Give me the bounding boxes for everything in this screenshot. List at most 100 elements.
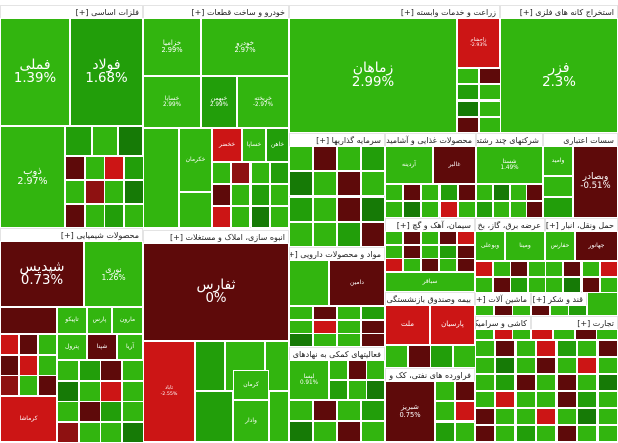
ticker-vadar[interactable]: وادار [233, 400, 269, 442]
ticker-tile[interactable] [385, 245, 403, 259]
ticker-vamid[interactable]: وامید [543, 146, 573, 176]
ticker-tile[interactable] [289, 306, 313, 320]
ticker-tile[interactable] [494, 329, 513, 340]
ticker-tile[interactable] [0, 334, 19, 355]
ticker-tile[interactable] [600, 277, 618, 293]
ticker-tile[interactable] [92, 126, 118, 156]
ticker-tile[interactable] [455, 401, 475, 421]
sector-title[interactable]: بیمه وصندوق بازنشستگی [+] [386, 293, 474, 306]
ticker-tile[interactable] [100, 401, 122, 422]
ticker-shpna[interactable]: شپنا [87, 334, 117, 360]
ticker-tile[interactable] [179, 192, 212, 228]
ticker-tile[interactable] [85, 204, 105, 228]
ticker-tile[interactable] [598, 374, 618, 391]
ticker-tile[interactable] [553, 329, 575, 340]
ticker-tile[interactable] [313, 197, 337, 222]
ticker-tile[interactable] [563, 277, 581, 293]
ticker-tile[interactable] [455, 381, 475, 401]
ticker-tile[interactable] [361, 421, 385, 442]
ticker-tile[interactable] [494, 305, 513, 316]
ticker-tile[interactable] [440, 201, 458, 218]
ticker-khehan[interactable]: خاهن [266, 128, 289, 162]
ticker-parsian[interactable]: پارسیان [430, 305, 475, 345]
ticker-tile[interactable] [100, 422, 122, 443]
ticker-tsarv[interactable]: ثفارس 0% [143, 243, 289, 341]
ticker-tile[interactable] [435, 381, 455, 401]
ticker-tile[interactable] [545, 277, 563, 293]
ticker-maroon[interactable]: مارون [112, 307, 143, 334]
ticker-vmina[interactable]: ومینا [505, 231, 545, 261]
ticker-tile[interactable] [510, 201, 527, 218]
ticker-tile[interactable] [495, 391, 515, 408]
ticker-tile[interactable] [475, 391, 495, 408]
ticker-tile[interactable] [516, 391, 536, 408]
ticker-tile[interactable] [557, 374, 577, 391]
ticker-tile[interactable] [475, 261, 493, 277]
ticker-tile[interactable] [512, 329, 531, 340]
ticker-tile[interactable] [457, 84, 479, 100]
ticker-damin[interactable]: دامین [329, 260, 385, 306]
ticker-tile[interactable] [361, 306, 385, 320]
sector-title[interactable]: انبوه سازی، املاک و مستغلات [+] [144, 231, 288, 244]
ticker-tile[interactable] [313, 306, 337, 320]
ticker-tile[interactable] [512, 305, 531, 316]
sector-title[interactable]: استخراج کانه های فلزی [+] [501, 6, 617, 19]
ticker-tile[interactable] [440, 184, 458, 201]
ticker-tile[interactable] [0, 375, 19, 396]
ticker-aradine[interactable]: آردینه [385, 146, 433, 184]
ticker-tile[interactable] [19, 334, 38, 355]
ticker-tile[interactable] [265, 341, 289, 391]
ticker-khodro[interactable]: خودرو 2.97% [201, 18, 289, 76]
ticker-tile[interactable] [251, 184, 270, 206]
ticker-tile[interactable] [536, 391, 556, 408]
ticker-tile[interactable] [313, 320, 337, 334]
ticker-tile[interactable] [385, 345, 408, 368]
sector-title[interactable]: سسات اعتباری [544, 134, 617, 147]
sector-title[interactable]: کاشی و سرامیک [+] [476, 317, 530, 330]
ticker-tile[interactable] [313, 400, 337, 421]
sector-title[interactable]: محصولات شیمیایی [+] [1, 229, 142, 242]
ticker-tile[interactable] [38, 334, 57, 355]
ticker-tile[interactable] [231, 206, 250, 228]
ticker-tile[interactable] [495, 408, 515, 425]
ticker-tile[interactable] [475, 357, 495, 374]
ticker-tile[interactable] [337, 306, 361, 320]
ticker-tile[interactable] [329, 380, 348, 400]
sector-title[interactable]: فعالیتهای کمکی به نهادهای [+] [290, 348, 384, 361]
ticker-tile[interactable] [476, 201, 493, 218]
ticker-tile[interactable] [577, 374, 597, 391]
ticker-tile[interactable] [104, 204, 124, 228]
ticker-tile[interactable] [598, 357, 618, 374]
ticker-tile[interactable] [337, 400, 361, 421]
ticker-tile[interactable] [421, 184, 439, 201]
ticker-tile[interactable] [313, 146, 337, 171]
sector-title[interactable]: سرمایه گذاریها [+] [290, 134, 384, 147]
ticker-tile[interactable] [403, 258, 421, 272]
ticker-tile[interactable] [19, 375, 38, 396]
ticker-tile[interactable] [582, 277, 600, 293]
ticker-tile[interactable] [545, 261, 563, 277]
ticker-tile[interactable] [385, 231, 403, 245]
ticker-tile[interactable] [289, 197, 313, 222]
ticker-tile[interactable] [479, 68, 501, 84]
ticker-khbahman[interactable]: خبهمن 2.99% [201, 76, 237, 128]
ticker-tile[interactable] [348, 380, 367, 400]
ticker-tile[interactable] [596, 329, 618, 340]
ticker-tile[interactable] [587, 292, 618, 316]
ticker-tile[interactable] [421, 231, 439, 245]
ticker-tile[interactable] [366, 360, 385, 380]
ticker-tile[interactable] [479, 101, 501, 117]
ticker-zamahan[interactable]: زماهان 2.99% [289, 18, 457, 133]
ticker-tile[interactable] [270, 184, 289, 206]
ticker-tile[interactable] [313, 171, 337, 196]
ticker-tile[interactable] [516, 374, 536, 391]
ticker-sabagh[interactable]: سباقر [385, 272, 475, 292]
ticker-tile[interactable] [366, 380, 385, 400]
ticker-tile[interactable] [536, 357, 556, 374]
ticker-lebs[interactable]: لبسا 0.91% [289, 360, 329, 400]
ticker-tile[interactable] [100, 360, 122, 381]
ticker-tile[interactable] [57, 381, 79, 402]
ticker-tile[interactable] [231, 184, 250, 206]
ticker-tile[interactable] [457, 231, 475, 245]
ticker-tile[interactable] [57, 401, 79, 422]
